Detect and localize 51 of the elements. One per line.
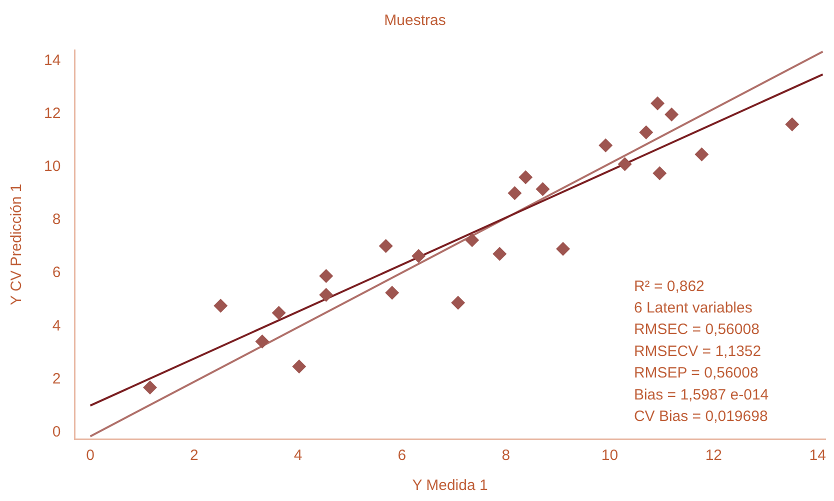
point <box>508 186 522 200</box>
y-tick-label: 8 <box>52 211 61 228</box>
x-tick-label: 4 <box>294 447 302 464</box>
annotation: R² = 0,862 <box>634 278 704 295</box>
point <box>618 157 632 172</box>
point <box>378 238 393 253</box>
point <box>272 306 286 320</box>
point <box>598 138 613 152</box>
annotation: 6 Latent variables <box>634 300 752 316</box>
point <box>451 296 466 310</box>
x-tick-label: 14 <box>809 447 826 464</box>
point <box>319 268 334 283</box>
x-tick-label: 0 <box>86 447 94 464</box>
point <box>143 380 158 394</box>
annotation: RMSEC = 0,56008 <box>634 321 760 338</box>
point <box>694 147 709 162</box>
point <box>319 288 334 302</box>
point <box>652 166 667 180</box>
point <box>518 170 533 184</box>
y-axis-title: Y CV Predicción 1 <box>8 184 26 306</box>
annotation: Bias = 1,5987 e-014 <box>634 386 769 404</box>
point <box>255 334 270 349</box>
y-tick-label: 2 <box>52 370 61 388</box>
annotation: RMSEP = 0,56008 <box>634 364 758 382</box>
point <box>556 242 570 256</box>
x-tick-label: 10 <box>601 447 618 464</box>
annotation: CV Bias = 0,019698 <box>634 408 768 425</box>
x-tick-label: 2 <box>190 447 198 464</box>
point <box>385 286 400 300</box>
x-tick-label: 6 <box>398 447 406 464</box>
point <box>536 182 550 196</box>
point <box>214 298 228 313</box>
point <box>664 108 679 122</box>
x-tick-label: 8 <box>502 447 510 464</box>
point <box>412 249 426 264</box>
y-tick-label: 14 <box>44 52 61 69</box>
y-tick-label: 4 <box>52 317 61 334</box>
point <box>492 246 507 261</box>
y-tick-label: 10 <box>44 158 61 175</box>
x-tick-label: 12 <box>705 447 722 464</box>
y-tick-label: 12 <box>44 104 61 122</box>
x-axis-title: Y Medida 1 <box>412 477 488 494</box>
point <box>785 117 800 132</box>
point <box>650 96 665 110</box>
y-tick-label: 0 <box>52 424 61 440</box>
point <box>292 360 306 374</box>
y-tick-label: 6 <box>52 264 61 282</box>
chart-title: Muestras <box>384 12 446 30</box>
point <box>639 125 654 140</box>
annotation: RMSECV = 1,1352 <box>634 342 762 360</box>
point <box>465 233 480 248</box>
